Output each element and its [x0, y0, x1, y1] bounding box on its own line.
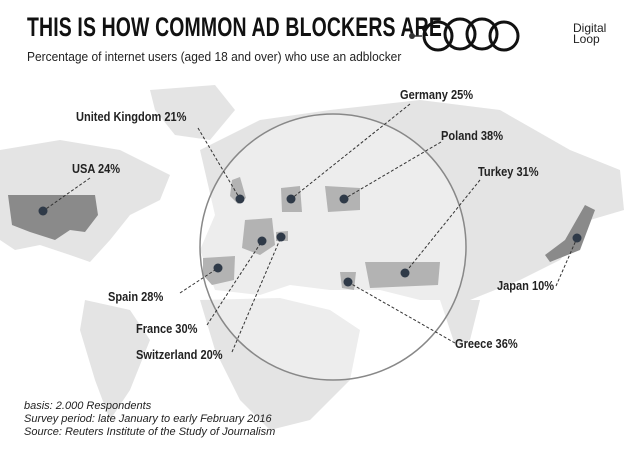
leader-line-greece	[347, 281, 456, 344]
label-germany: Germany 25%	[400, 87, 474, 102]
leader-line-spain	[179, 267, 219, 294]
label-greece: Greece 36%	[455, 336, 518, 351]
greenland	[150, 85, 235, 140]
leader-line-poland	[343, 141, 442, 200]
page-subtitle: Percentage of internet users (aged 18 an…	[27, 49, 402, 64]
logo-text: Digital Loop	[573, 21, 607, 46]
dot-united-kingdom	[235, 194, 245, 204]
page-title: THIS IS HOW COMMON AD BLOCKERS ARE	[27, 12, 442, 42]
dot-spain	[213, 263, 223, 273]
leader-line-japan	[555, 237, 578, 287]
eurasia	[200, 100, 624, 300]
dot-france	[257, 236, 267, 246]
leader-line-france	[206, 240, 263, 326]
europe-focus-circle	[199, 113, 467, 381]
south-america	[80, 300, 150, 420]
label-spain: Spain 28%	[108, 289, 164, 304]
dot-japan	[572, 233, 582, 243]
dot-turkey	[400, 268, 410, 278]
leader-line-usa	[42, 177, 91, 212]
label-japan: Japan 10%	[497, 278, 555, 293]
footnote: basis: 2.000 Respondents Survey period: …	[24, 400, 275, 439]
label-usa: USA 24%	[72, 161, 121, 176]
dot-greece	[343, 277, 353, 287]
dot-usa	[38, 206, 48, 216]
japan-shape	[545, 205, 595, 262]
dot-switzerland	[276, 232, 286, 242]
label-poland: Poland 38%	[441, 128, 504, 143]
france-shape	[242, 218, 275, 255]
footnote-basis: basis: 2.000 Respondents	[24, 400, 152, 412]
footnote-source: Source: Reuters Institute of the Study o…	[24, 426, 276, 438]
africa	[200, 298, 360, 430]
usa-shape	[8, 195, 98, 240]
dot-poland	[339, 194, 349, 204]
country-dots	[38, 194, 582, 287]
dot-germany	[286, 194, 296, 204]
leader-line-switzerland	[231, 236, 282, 353]
leader-line-united-kingdom	[197, 127, 241, 200]
leader-line-germany	[290, 103, 411, 200]
label-turkey: Turkey 31%	[478, 164, 539, 179]
label-united-kingdom: United Kingdom 21%	[76, 109, 187, 124]
label-france: France 30%	[136, 321, 198, 336]
label-switzerland: Switzerland 20%	[136, 347, 223, 362]
digital-loop-logo-icon	[409, 17, 520, 52]
footnote-period: Survey period: late January to early Feb…	[24, 413, 272, 425]
leader-lines	[42, 103, 578, 353]
